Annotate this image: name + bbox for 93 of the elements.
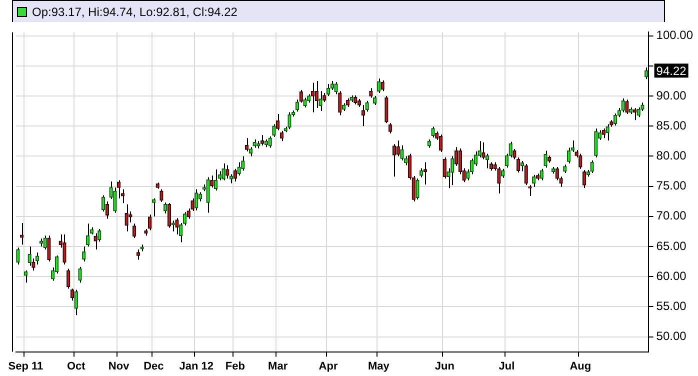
candlestick	[260, 134, 264, 146]
candlestick	[128, 211, 132, 223]
candlestick	[625, 99, 629, 115]
candlestick	[272, 124, 276, 138]
candlestick	[416, 178, 420, 200]
candlestick	[175, 218, 179, 235]
candlestick	[482, 142, 486, 160]
candlestick	[431, 126, 435, 138]
candlestick	[206, 176, 210, 214]
y-tick-label: 75.00	[656, 178, 687, 193]
candlestick	[361, 104, 366, 127]
candlestick	[226, 164, 230, 179]
y-tick-label: 60.00	[656, 268, 687, 283]
candlestick	[43, 235, 47, 250]
y-tick-label: 55.00	[656, 298, 687, 313]
candlestick	[164, 202, 168, 214]
candlestick	[244, 138, 249, 152]
candlestick	[16, 247, 20, 266]
candlestick	[524, 164, 528, 186]
candlestick	[594, 128, 598, 158]
candlestick	[62, 234, 66, 266]
y-tick-label: 90.00	[656, 88, 687, 102]
candlestick	[582, 170, 586, 189]
candlestick	[222, 162, 226, 181]
y-tick-label: 65.00	[656, 238, 687, 253]
candlestick	[66, 268, 70, 290]
y-tick-label: 80.00	[656, 148, 687, 162]
x-tick-label: Jul	[498, 360, 515, 372]
y-tick-label: 85.00	[656, 118, 687, 132]
candlestick	[241, 156, 245, 172]
candlestick	[288, 112, 292, 130]
candlestick	[388, 122, 392, 134]
y-tick-label: 100.00	[656, 28, 694, 42]
y-tick-label: 50.00	[656, 329, 687, 344]
candlestick	[544, 150, 548, 168]
candlestick	[82, 246, 86, 262]
candlestick	[152, 198, 156, 217]
x-tick-label: Feb	[225, 360, 246, 372]
candlestick	[528, 184, 532, 196]
x-tick-label: Jun	[434, 360, 455, 372]
candlestick	[74, 289, 78, 316]
candlestick	[369, 88, 373, 98]
candlestick	[442, 156, 446, 179]
x-tick-label: May	[368, 360, 390, 372]
candlestick	[124, 204, 128, 232]
x-tick-label: Sep 11	[8, 360, 44, 372]
candlestick	[295, 99, 300, 112]
x-tick-label: Nov	[108, 360, 130, 372]
candlestick	[606, 124, 610, 142]
candlestick	[516, 156, 520, 173]
candlestick	[28, 246, 32, 266]
candlestick	[136, 248, 140, 260]
candlestick	[354, 94, 358, 105]
candlestick	[194, 188, 198, 211]
y-tick-label: 70.00	[656, 208, 687, 223]
text: 94.22	[656, 64, 687, 78]
candlestick	[555, 166, 559, 181]
candlestick	[450, 156, 454, 186]
candlestick	[78, 266, 82, 284]
candlestick	[590, 160, 594, 174]
x-tick-label: Aug	[570, 360, 592, 372]
candlestick	[438, 134, 443, 152]
candlestick	[94, 232, 98, 250]
candlestick	[621, 98, 625, 113]
candlestick	[400, 144, 404, 161]
candlestick	[420, 168, 424, 178]
text: Op:93.17, Hi:94.74, Lo:92.81, Cl:94.22	[32, 4, 238, 18]
candlestick	[116, 180, 121, 199]
candlestick	[160, 188, 164, 202]
candlestick	[20, 222, 24, 246]
x-tick-label: Apr	[318, 360, 338, 372]
candlestick	[132, 223, 136, 239]
x-tick-label: Dec	[144, 360, 164, 372]
candlestick	[396, 140, 400, 157]
candlestick	[47, 235, 51, 262]
candlestick	[233, 168, 237, 182]
x-tick-label: Jan 12	[179, 360, 214, 372]
candlestick	[392, 144, 396, 178]
candlestick	[148, 214, 152, 231]
x-tick-label: Oct	[66, 360, 86, 372]
candlestick	[602, 128, 606, 139]
candlestick	[310, 82, 315, 113]
candlestick	[578, 153, 582, 170]
candlestick	[566, 147, 571, 164]
candlestick	[376, 78, 381, 94]
candlestick	[540, 168, 544, 181]
candlestick	[70, 288, 74, 302]
candlestick	[380, 80, 384, 92]
candlestick	[167, 202, 172, 228]
candlestick	[384, 96, 388, 124]
candlestick	[268, 136, 272, 148]
candlestick	[334, 82, 338, 95]
x-tick-label: Mar	[268, 360, 288, 372]
